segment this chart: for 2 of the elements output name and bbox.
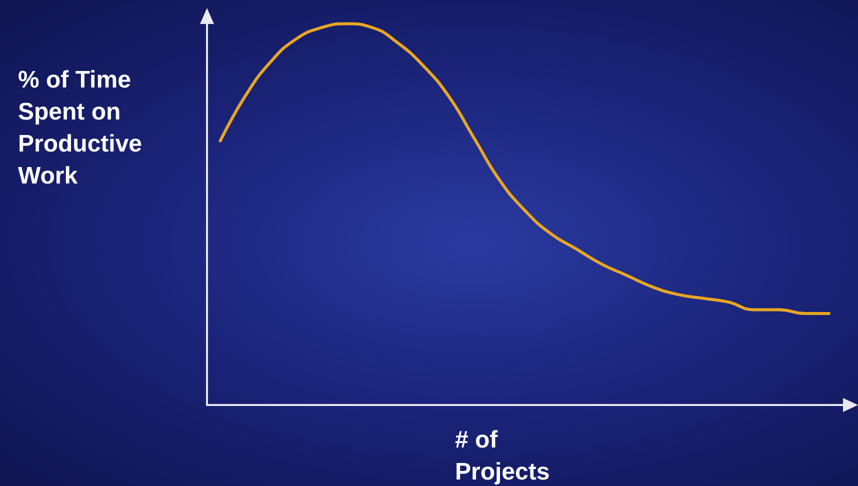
y-axis-title: % of Time Spent on Productive Work — [18, 66, 142, 190]
x-axis-title: # of Projects — [455, 426, 550, 486]
